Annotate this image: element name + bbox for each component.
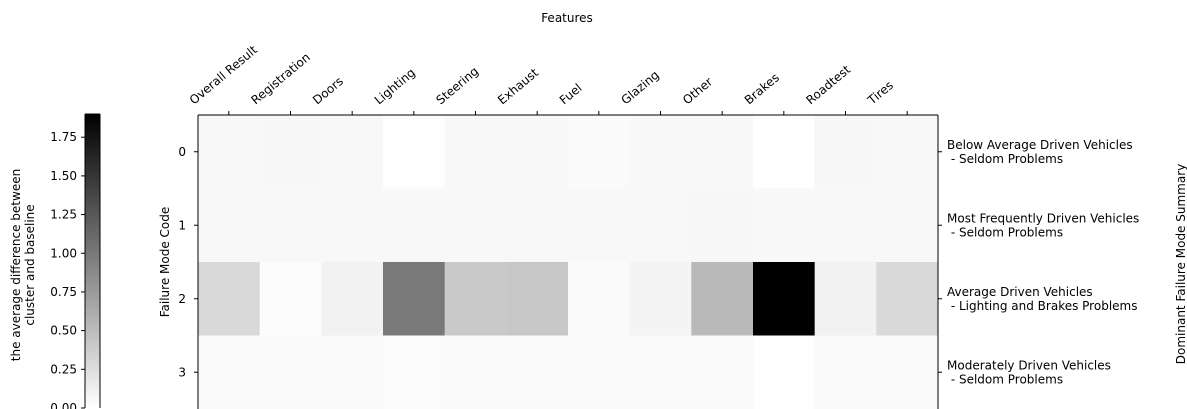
- y-axis-title: Failure Mode Code: [158, 207, 172, 318]
- heatmap-cell: [383, 188, 446, 263]
- heatmap-cell: [321, 188, 384, 263]
- y-tick-label: 3: [178, 365, 186, 379]
- heatmap-cell: [383, 115, 446, 189]
- x-tick-label: Fuel: [557, 81, 585, 108]
- heatmap-cell: [814, 188, 877, 263]
- right-axis-title: Dominant Failure Mode Summary: [1174, 164, 1187, 364]
- heatmap-cell: [444, 188, 507, 263]
- heatmap-cell: [753, 115, 816, 189]
- heatmap-cell: [383, 335, 446, 409]
- x-tick-label: Registration: [248, 50, 312, 107]
- x-tick-label: Other: [680, 75, 715, 108]
- colorbar-tick-label: 0.25: [50, 362, 77, 376]
- heatmap-cell: [321, 335, 384, 409]
- heatmap-cell: [198, 262, 261, 336]
- row-summary-label: Average Driven Vehicles - Lighting and B…: [947, 285, 1137, 313]
- heatmap-cell: [876, 335, 939, 409]
- x-tick-label: Roadtest: [803, 62, 853, 107]
- heatmap-cells: [197, 114, 939, 409]
- y-tick-labels: 0 1 2 3: [178, 145, 198, 379]
- colorbar-tick-label: 1.75: [50, 130, 77, 144]
- heatmap-cell: [259, 335, 322, 409]
- heatmap-cell: [198, 335, 261, 409]
- y-tick-label: 0: [178, 145, 186, 159]
- heatmap-cell: [691, 188, 754, 263]
- heatmap-cell: [568, 335, 631, 409]
- heatmap-cell: [876, 115, 939, 189]
- x-tick-label: Tires: [864, 78, 896, 108]
- y-tick-label: 2: [178, 292, 186, 306]
- x-tick-label: Steering: [433, 64, 481, 107]
- heatmap-cell: [506, 335, 569, 409]
- heatmap-cell: [629, 262, 692, 336]
- heatmap-cell: [814, 335, 877, 409]
- y-tick-label: 1: [178, 218, 186, 232]
- x-tick-label: Doors: [310, 74, 346, 107]
- heatmap-cell: [568, 115, 631, 189]
- colorbar-tick-label: 1.50: [50, 169, 77, 183]
- heatmap-cell: [259, 262, 322, 336]
- heatmap-cell: [444, 262, 507, 336]
- colorbar-tick-label: 1.25: [50, 208, 77, 222]
- heatmap-cell: [506, 115, 569, 189]
- x-tick-label: Exhaust: [495, 65, 541, 107]
- row-summary-label: Below Average Driven Vehicles - Seldom P…: [947, 138, 1133, 166]
- heatmap-cell: [383, 262, 446, 336]
- x-tick-label: Brakes: [742, 70, 782, 107]
- heatmap-cell: [568, 188, 631, 263]
- heatmap-cell: [876, 262, 939, 336]
- heatmap-cell: [753, 335, 816, 409]
- heatmap-cell: [506, 262, 569, 336]
- heatmap-cell: [444, 115, 507, 189]
- colorbar-tick-label: 0.00: [50, 401, 77, 409]
- colorbar: 0.00 0.25 0.50 0.75 1.00 1.25 1.50 1.75 the aver…: [9, 113, 101, 409]
- heatmap-cell: [753, 262, 816, 336]
- colorbar-tick-label: 1.00: [50, 246, 77, 260]
- heatmap-cell: [629, 335, 692, 409]
- heatmap-cell: [691, 262, 754, 336]
- x-tick-label: Lighting: [372, 65, 418, 107]
- heatmap-cell: [321, 262, 384, 336]
- colorbar-label: the average difference betweencluster an…: [9, 169, 37, 361]
- colorbar-tick-label: 0.50: [50, 324, 77, 338]
- heatmap-cell: [753, 188, 816, 263]
- x-axis-title: Features: [541, 11, 593, 25]
- heatmap-cell: [691, 115, 754, 189]
- heatmap-cell: [876, 188, 939, 263]
- heatmap-cell: [321, 115, 384, 189]
- heatmap-cell: [259, 188, 322, 263]
- heatmap-cell: [259, 115, 322, 189]
- heatmap-cell: [629, 188, 692, 263]
- heatmap-cell: [814, 262, 877, 336]
- heatmap-cell: [444, 335, 507, 409]
- heatmap-cell: [629, 115, 692, 189]
- heatmap-cell: [568, 262, 631, 336]
- colorbar-tick-label: 0.75: [50, 285, 77, 299]
- heatmap-cell: [691, 335, 754, 409]
- row-summary-label: Most Frequently Driven Vehicles - Seldom…: [947, 211, 1139, 239]
- heatmap-cell: [198, 115, 261, 189]
- x-tick-label: Glazing: [618, 68, 661, 108]
- row-summary-labels: Below Average Driven Vehicles - Seldom P…: [938, 138, 1139, 386]
- heatmap-cell: [506, 188, 569, 263]
- heatmap-cell: [198, 188, 261, 263]
- row-summary-label: Moderately Driven Vehicles - Seldom Prob…: [947, 358, 1111, 386]
- colorbar-gradient: [85, 114, 100, 408]
- heatmap-cell: [814, 115, 877, 189]
